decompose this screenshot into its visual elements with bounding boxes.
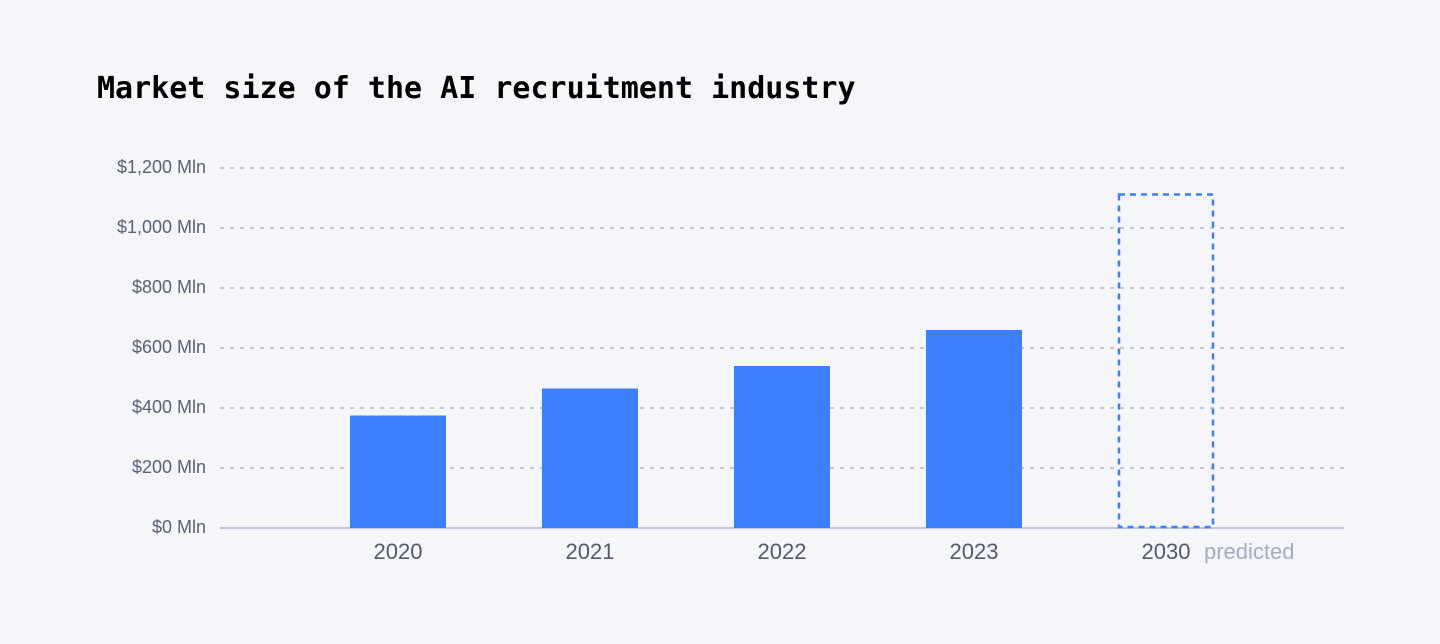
bar [542,388,638,528]
chart-title: Market size of the AI recruitment indust… [97,71,856,106]
x-tick-label: 2022 [758,539,807,564]
x-tick-label: 2030 [1142,539,1191,564]
x-tick-label: 2023 [950,539,999,564]
y-tick-label: $600 Mln [132,337,206,357]
predicted-bar [1117,193,1215,529]
x-tick-label: 2020 [374,539,423,564]
bar [350,415,446,528]
x-tick-label: 2021 [566,539,615,564]
y-tick-label: $400 Mln [132,397,206,417]
y-tick-label: $200 Mln [132,457,206,477]
x-tick-note: predicted [1204,539,1295,564]
bar [734,366,830,528]
y-tick-label: $1,000 Mln [117,217,206,237]
bar [926,330,1022,528]
y-tick-label: $0 Mln [152,517,206,537]
y-tick-label: $1,200 Mln [117,157,206,177]
y-tick-label: $800 Mln [132,277,206,297]
